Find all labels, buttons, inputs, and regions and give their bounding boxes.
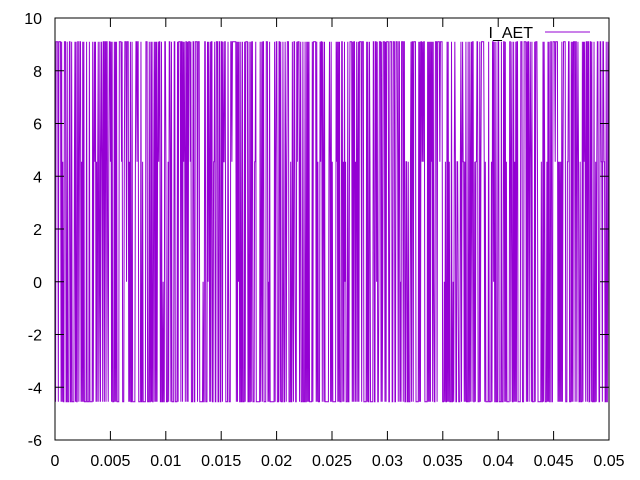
- series-layer: [54, 41, 610, 403]
- y-tick-label: 2: [33, 222, 42, 239]
- x-tick-label: 0.02: [261, 453, 292, 470]
- y-tick-label: 10: [24, 11, 42, 28]
- y-tick-label: -6: [28, 433, 42, 450]
- y-tick-label: 8: [33, 64, 42, 81]
- y-tick-label: -4: [28, 380, 42, 397]
- x-tick-label: 0.03: [372, 453, 403, 470]
- labels-layer: 0 0.005 0.01 0.015 0.02 0.025 0.03 0.035 0.04 0.0…: [24, 11, 624, 470]
- x-tick-label: 0.05: [593, 453, 624, 470]
- x-tick-label: 0.025: [312, 453, 352, 470]
- series-line-i-aet: [54, 41, 610, 403]
- y-tick-label: 6: [33, 117, 42, 134]
- y-tick-label: 0: [33, 275, 42, 292]
- x-tick-label: 0: [51, 453, 60, 470]
- x-tick-label: 0.035: [423, 453, 463, 470]
- legend: I_AET: [489, 25, 590, 42]
- x-tick-label: 0.015: [201, 453, 241, 470]
- legend-label-i-aet: I_AET: [489, 25, 534, 42]
- ticks-layer: [54, 17, 610, 441]
- x-tick-label: 0.005: [90, 453, 130, 470]
- x-tick-label: 0.04: [483, 453, 514, 470]
- x-tick-label: 0.045: [534, 453, 574, 470]
- y-tick-label: -2: [28, 328, 42, 345]
- x-tick-label: 0.01: [150, 453, 181, 470]
- y-tick-label: 4: [33, 169, 42, 186]
